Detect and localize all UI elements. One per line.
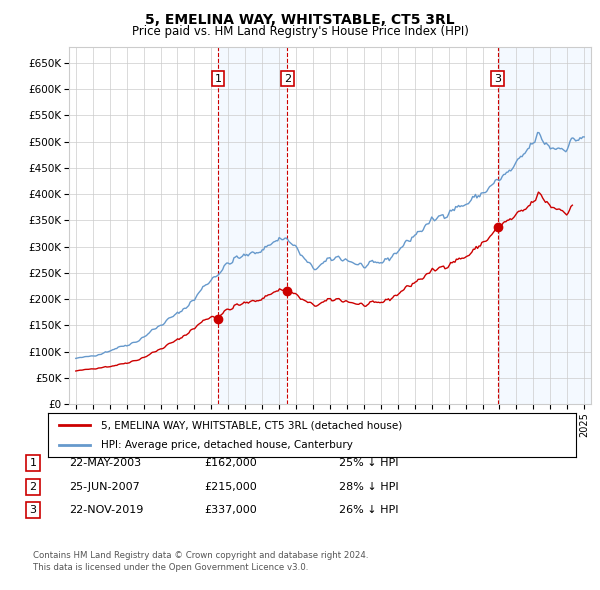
Text: This data is licensed under the Open Government Licence v3.0.: This data is licensed under the Open Gov… xyxy=(33,563,308,572)
Text: Contains HM Land Registry data © Crown copyright and database right 2024.: Contains HM Land Registry data © Crown c… xyxy=(33,551,368,560)
Text: 2: 2 xyxy=(284,74,291,84)
Text: 22-MAY-2003: 22-MAY-2003 xyxy=(69,458,141,468)
Text: 1: 1 xyxy=(214,74,221,84)
Text: £337,000: £337,000 xyxy=(204,506,257,515)
Text: 3: 3 xyxy=(494,74,501,84)
Text: 3: 3 xyxy=(29,506,37,515)
Text: 2: 2 xyxy=(29,482,37,491)
Text: 28% ↓ HPI: 28% ↓ HPI xyxy=(339,482,398,491)
Text: 1: 1 xyxy=(29,458,37,468)
Text: 26% ↓ HPI: 26% ↓ HPI xyxy=(339,506,398,515)
Text: Price paid vs. HM Land Registry's House Price Index (HPI): Price paid vs. HM Land Registry's House … xyxy=(131,25,469,38)
Bar xyxy=(497,47,591,404)
Text: 5, EMELINA WAY, WHITSTABLE, CT5 3RL (detached house): 5, EMELINA WAY, WHITSTABLE, CT5 3RL (det… xyxy=(101,421,402,430)
Bar xyxy=(218,47,287,404)
Text: 5, EMELINA WAY, WHITSTABLE, CT5 3RL: 5, EMELINA WAY, WHITSTABLE, CT5 3RL xyxy=(145,13,455,27)
Text: 22-NOV-2019: 22-NOV-2019 xyxy=(69,506,143,515)
Text: £215,000: £215,000 xyxy=(204,482,257,491)
Text: HPI: Average price, detached house, Canterbury: HPI: Average price, detached house, Cant… xyxy=(101,440,353,450)
Text: £162,000: £162,000 xyxy=(204,458,257,468)
Text: 25% ↓ HPI: 25% ↓ HPI xyxy=(339,458,398,468)
Text: 25-JUN-2007: 25-JUN-2007 xyxy=(69,482,140,491)
